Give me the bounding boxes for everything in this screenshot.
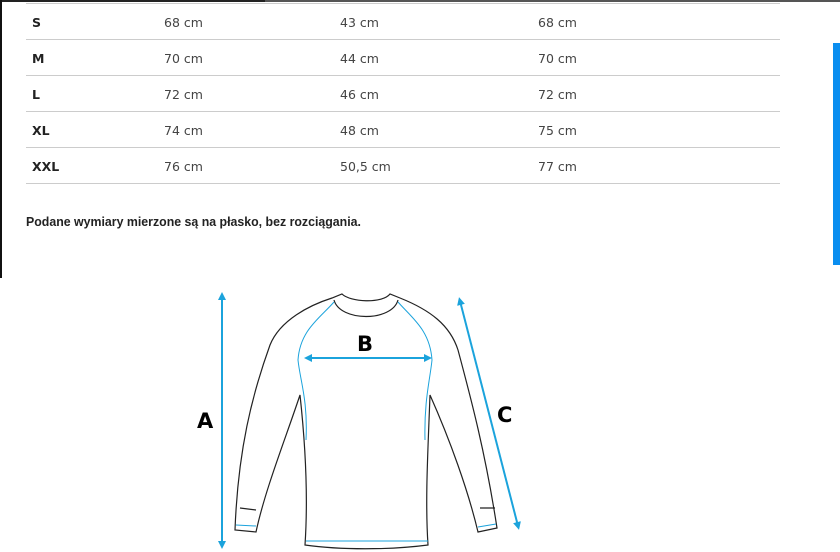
- sleeve-cell: 75 cm: [538, 123, 577, 138]
- table-row: XXL 76 cm 50,5 cm 77 cm: [26, 148, 780, 184]
- width-cell: 48 cm: [340, 123, 379, 138]
- scrollbar[interactable]: [833, 43, 840, 265]
- table-row: S 68 cm 43 cm 68 cm: [26, 4, 780, 40]
- size-cell: XXL: [32, 159, 60, 174]
- sleeve-cell: 70 cm: [538, 51, 577, 66]
- sleeve-cell: 68 cm: [538, 15, 577, 30]
- measurement-note: Podane wymiary mierzone są na płasko, be…: [26, 214, 361, 229]
- length-cell: 68 cm: [164, 15, 203, 30]
- label-b: B: [357, 332, 373, 356]
- length-cell: 70 cm: [164, 51, 203, 66]
- width-cell: 50,5 cm: [340, 159, 391, 174]
- label-a: A: [197, 409, 214, 433]
- sleeve-cell: 72 cm: [538, 87, 577, 102]
- table-row: M 70 cm 44 cm 70 cm: [26, 40, 780, 76]
- sleeve-cell: 77 cm: [538, 159, 577, 174]
- size-cell: S: [32, 15, 42, 30]
- length-cell: 76 cm: [164, 159, 203, 174]
- length-cell: 72 cm: [164, 87, 203, 102]
- width-cell: 46 cm: [340, 87, 379, 102]
- length-cell: 74 cm: [164, 123, 203, 138]
- size-cell: L: [32, 87, 40, 102]
- top-border-right: [265, 0, 840, 2]
- left-border: [0, 0, 2, 278]
- label-c: C: [497, 403, 512, 427]
- size-cell: XL: [32, 123, 50, 138]
- top-border: [0, 0, 265, 2]
- width-cell: 43 cm: [340, 15, 379, 30]
- table-row: XL 74 cm 48 cm 75 cm: [26, 112, 780, 148]
- width-cell: 44 cm: [340, 51, 379, 66]
- size-cell: M: [32, 51, 45, 66]
- table-row: L 72 cm 46 cm 72 cm: [26, 76, 780, 112]
- sleeve-arrow-c: [457, 297, 521, 530]
- size-table: S 68 cm 43 cm 68 cm M 70 cm 44 cm 70 cm L 72 cm…: [26, 3, 780, 184]
